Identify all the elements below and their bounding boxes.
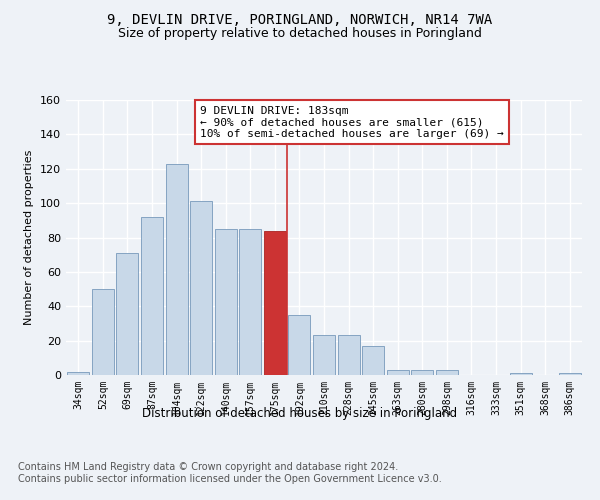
Bar	[509, 374, 532, 375]
Bar	[338, 336, 359, 375]
Bar	[362, 346, 384, 375]
Bar	[92, 289, 114, 375]
Bar	[116, 253, 139, 375]
Bar	[141, 217, 163, 375]
Text: Size of property relative to detached houses in Poringland: Size of property relative to detached ho…	[118, 28, 482, 40]
Y-axis label: Number of detached properties: Number of detached properties	[25, 150, 34, 325]
Bar	[289, 315, 310, 375]
Text: 9 DEVLIN DRIVE: 183sqm
← 90% of detached houses are smaller (615)
10% of semi-de: 9 DEVLIN DRIVE: 183sqm ← 90% of detached…	[200, 106, 504, 138]
Bar	[559, 374, 581, 375]
Bar	[386, 370, 409, 375]
Bar	[239, 229, 262, 375]
Bar	[264, 230, 286, 375]
Bar	[436, 370, 458, 375]
Bar	[411, 370, 433, 375]
Bar	[190, 202, 212, 375]
Bar	[166, 164, 188, 375]
Text: 9, DEVLIN DRIVE, PORINGLAND, NORWICH, NR14 7WA: 9, DEVLIN DRIVE, PORINGLAND, NORWICH, NR…	[107, 12, 493, 26]
Text: Distribution of detached houses by size in Poringland: Distribution of detached houses by size …	[142, 408, 458, 420]
Bar	[215, 229, 237, 375]
Text: Contains HM Land Registry data © Crown copyright and database right 2024.
Contai: Contains HM Land Registry data © Crown c…	[18, 462, 442, 484]
Bar	[67, 372, 89, 375]
Bar	[313, 336, 335, 375]
